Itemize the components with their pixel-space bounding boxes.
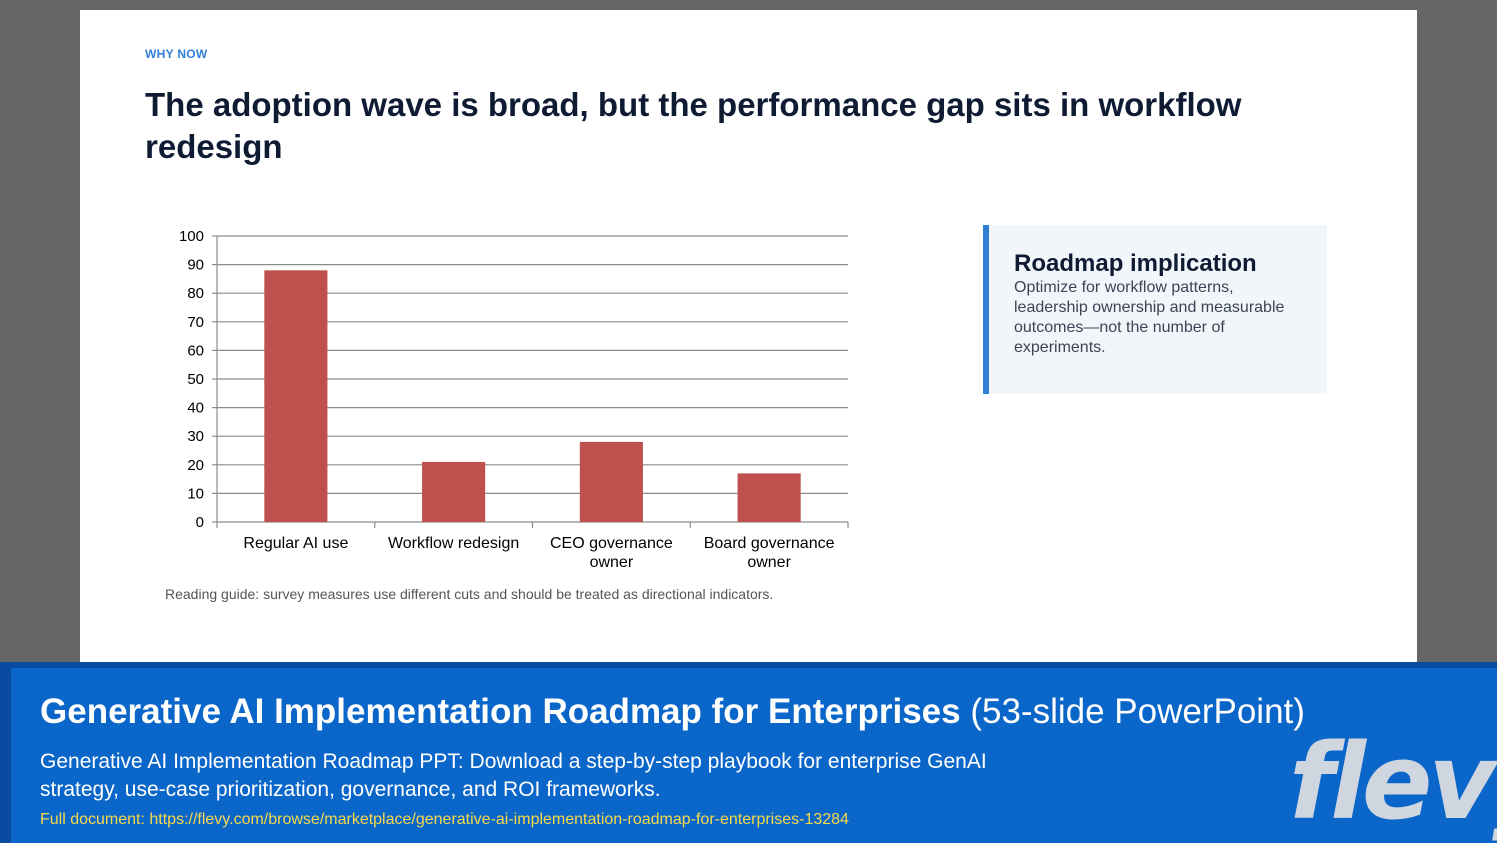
banner-document-link[interactable]: Full document: https://flevy.com/browse/… [40, 811, 849, 828]
x-tick-label: Workflow redesign [388, 535, 519, 552]
banner-title: Generative AI Implementation Roadmap for… [40, 692, 1305, 732]
bar-chart-svg: 0 10 20 30 40 50 60 70 80 90 100 Regular AI use Work… [179, 228, 849, 571]
x-tick-label: owner [747, 554, 791, 571]
y-tick-label: 20 [187, 457, 204, 474]
reading-guide-note: Reading guide: survey measures use diffe… [165, 586, 774, 602]
slide: WHY NOW The adoption wave is broad, but … [80, 10, 1417, 662]
eyebrow-label: WHY NOW [145, 47, 208, 61]
bar [264, 270, 328, 522]
y-tick-label: 50 [187, 371, 204, 388]
y-tick-label: 70 [187, 314, 204, 331]
y-tick-label: 30 [187, 428, 204, 445]
bar-chart: 0 10 20 30 40 50 60 70 80 90 100 Regular AI use Work… [165, 215, 865, 575]
y-tick-label: 0 [196, 514, 204, 531]
banner-panel: Generative AI Implementation Roadmap for… [11, 668, 1497, 843]
bar [737, 473, 801, 522]
product-banner: Generative AI Implementation Roadmap for… [0, 662, 1497, 843]
banner-description: Generative AI Implementation Roadmap PPT… [40, 750, 987, 801]
y-tick-label: 100 [179, 228, 204, 245]
slide-headline: The adoption wave is broad, but the perf… [145, 86, 1242, 165]
banner-title-slide-count: (53-slide PowerPoint) [970, 692, 1305, 731]
x-tick-label: owner [590, 554, 634, 571]
y-tick-label: 10 [187, 485, 204, 502]
bar [422, 461, 486, 522]
roadmap-callout: Roadmap implication Optimize for workflo… [983, 225, 1327, 394]
x-tick-label: Regular AI use [243, 535, 348, 552]
callout-title: Roadmap implication [1014, 250, 1257, 277]
y-tick-label: 80 [187, 285, 204, 302]
bar [579, 441, 643, 522]
x-tick-label: CEO governance [550, 535, 673, 552]
x-tick-label: Board governance [704, 535, 835, 552]
y-tick-label: 60 [187, 342, 204, 359]
y-tick-label: 90 [187, 257, 204, 274]
flevy-logo: flevy [1289, 721, 1497, 843]
y-tick-label: 40 [187, 400, 204, 417]
banner-title-main: Generative AI Implementation Roadmap for… [40, 692, 961, 731]
callout-body: Optimize for workflow patterns, leadersh… [1014, 279, 1285, 356]
